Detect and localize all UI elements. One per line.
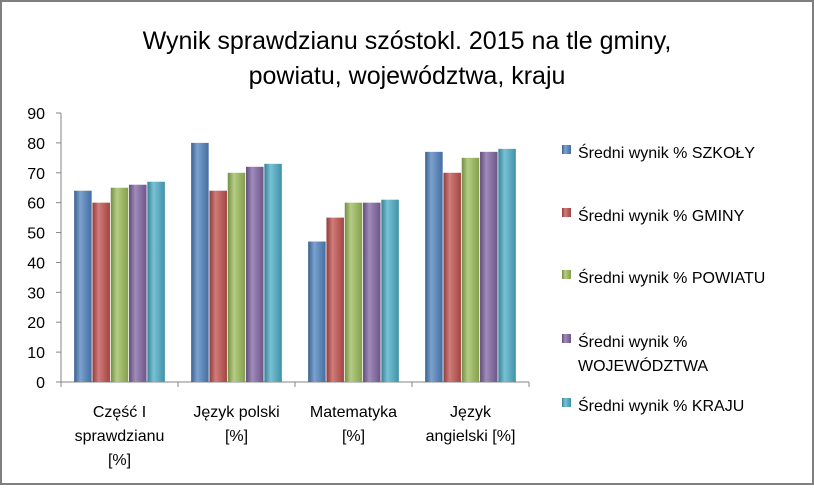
x-tick-label: Język xyxy=(450,404,492,421)
plot-area: 0 10 20 30 40 50 60 70 80 90 Część I sprawdzianu [%]… xyxy=(27,106,530,469)
x-tick-label: [%] xyxy=(108,452,131,469)
bar xyxy=(92,202,110,382)
bar xyxy=(129,184,147,382)
legend-label: Średni wynik % SZKOŁY xyxy=(578,143,755,162)
bar xyxy=(147,181,165,382)
y-tick-label: 60 xyxy=(27,196,45,213)
legend-label: WOJEWÓDZTWA xyxy=(578,356,708,375)
bar xyxy=(209,190,227,382)
bar xyxy=(326,217,344,382)
bar xyxy=(381,199,399,382)
legend-swatch xyxy=(562,398,571,407)
y-tick-label: 70 xyxy=(27,166,45,183)
legend-label: Średni wynik % GMINY xyxy=(578,206,745,225)
bar xyxy=(74,190,92,382)
bar xyxy=(425,151,443,382)
chart-title: Wynik sprawdzianu szóstokl. 2015 na tle … xyxy=(143,27,672,90)
bar xyxy=(443,172,461,382)
y-tick-label: 10 xyxy=(27,345,45,362)
y-tick-label: 90 xyxy=(27,106,45,123)
bar xyxy=(363,202,381,382)
legend-swatch xyxy=(562,270,571,279)
legend-item: Średni wynik % KRAJU xyxy=(562,396,744,415)
bar xyxy=(308,241,326,382)
bar xyxy=(461,157,480,382)
y-tick-label: 40 xyxy=(27,255,45,272)
legend-label: Średni wynik % xyxy=(578,332,687,351)
legend-label: Średni wynik % KRAJU xyxy=(578,396,744,415)
y-tick-label: 0 xyxy=(36,375,45,392)
legend-swatch xyxy=(562,208,571,217)
y-tick-label: 50 xyxy=(27,226,45,243)
y-tick-label: 30 xyxy=(27,285,45,302)
x-tick-label: Część I xyxy=(93,404,146,421)
y-tick-label: 20 xyxy=(27,315,45,332)
x-tick-label: [%] xyxy=(225,428,248,445)
legend-item: Średni wynik % GMINY xyxy=(562,206,745,225)
bar xyxy=(227,172,246,382)
bar xyxy=(344,202,363,382)
bar xyxy=(110,187,129,382)
legend-item: Średni wynik % WOJEWÓDZTWA xyxy=(562,332,708,375)
legend-item: Średni wynik % SZKOŁY xyxy=(562,143,755,162)
x-tick-label: Matematyka xyxy=(310,404,397,421)
bar xyxy=(480,151,498,382)
x-tick-label: sprawdzianu xyxy=(75,428,165,445)
chart-title-line: powiatu, województwa, kraju xyxy=(249,62,566,90)
legend: Średni wynik % SZKOŁY Średni wynik % GMIN… xyxy=(562,143,765,415)
legend-item: Średni wynik % POWIATU xyxy=(562,268,765,287)
legend-swatch xyxy=(562,145,571,154)
y-tick-label: 80 xyxy=(27,136,45,153)
bar xyxy=(498,148,516,382)
bar xyxy=(246,166,264,382)
x-tick-label: [%] xyxy=(342,428,365,445)
bar xyxy=(191,142,209,382)
bar xyxy=(264,163,282,382)
chart-title-line: Wynik sprawdzianu szóstokl. 2015 na tle … xyxy=(143,27,672,55)
legend-swatch xyxy=(562,334,571,343)
x-tick-label: angielski [%] xyxy=(426,428,516,445)
legend-label: Średni wynik % POWIATU xyxy=(578,268,765,287)
x-tick-label: Język polski xyxy=(193,404,279,421)
